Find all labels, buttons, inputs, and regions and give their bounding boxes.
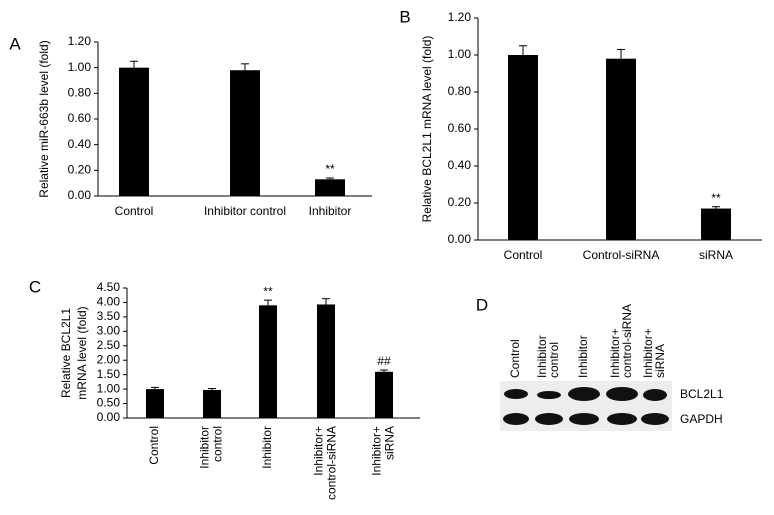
y-tick-label: 1.20 <box>448 10 472 24</box>
x-tick-label-line: Inhibitor+ <box>370 426 384 476</box>
x-tick-label-line: Inhibitor <box>309 204 352 218</box>
x-tick-label: Inhibitor <box>309 204 352 218</box>
bar <box>146 389 164 418</box>
lane-label: Inhibitor+control-siRNA <box>608 304 634 378</box>
bar <box>203 389 221 418</box>
blot-bands <box>503 387 669 425</box>
y-tick-label: 4.50 <box>97 280 121 294</box>
x-tick-label-line: siRNA <box>383 426 397 460</box>
x-tick-label: Inhibitor control <box>204 204 286 218</box>
band <box>607 413 637 425</box>
x-tick-label: siRNA <box>699 248 733 262</box>
x-tick-label: Control <box>115 204 154 218</box>
lane-label-line: Inhibitor <box>576 335 590 378</box>
y-tick-label: 1.00 <box>97 381 121 395</box>
x-tick-label: Control <box>504 248 543 262</box>
lane-label-line: Inhibitor+ <box>641 328 655 378</box>
panel-label: C <box>29 277 41 296</box>
y-tick-label: 2.00 <box>97 352 121 366</box>
y-tick-label: 1.00 <box>448 47 472 61</box>
x-tick-label-line: Control <box>504 248 543 262</box>
y-tick-label: 0.40 <box>448 158 472 172</box>
lane-label-line: siRNA <box>653 344 667 378</box>
x-tick-label: Control-siRNA <box>583 248 660 262</box>
y-tick-label: 0.60 <box>448 121 472 135</box>
bar <box>259 305 277 418</box>
band <box>569 413 599 425</box>
y-axis-label: Relative miR-663b level (fold) <box>37 40 51 197</box>
x-tick-label-line: Inhibitor <box>260 426 274 469</box>
lane-label-line: Control <box>508 339 522 378</box>
y-axis-label: Relative BCL2L1 mRNA level (fold) <box>420 36 434 223</box>
y-tick-label: 0.20 <box>448 195 472 209</box>
x-tick-label-line: Control-siRNA <box>583 248 660 262</box>
band <box>568 387 600 401</box>
x-tick-label-line: Inhibitor control <box>204 204 286 218</box>
y-tick-label: 3.00 <box>97 324 121 338</box>
lane-label-line: control-siRNA <box>620 304 634 378</box>
y-tick-label: 0.00 <box>448 232 472 246</box>
x-tick-label-line: Control <box>115 204 154 218</box>
y-tick-label: 0.80 <box>68 86 92 100</box>
bar <box>119 67 149 197</box>
lane-label: Inhibitor <box>576 335 590 378</box>
lane-label-line: Inhibitor+ <box>608 328 622 378</box>
x-tick-label-line: Inhibitor+ <box>312 426 326 476</box>
band <box>535 413 563 425</box>
band <box>606 387 638 401</box>
x-tick-label: Inhibitor <box>260 426 274 469</box>
x-tick-label-line: Control <box>147 426 161 465</box>
band-label: BCL2L1 <box>680 387 724 401</box>
bar <box>315 179 345 196</box>
y-tick-label: 0.00 <box>97 410 121 424</box>
lane-label-line: control <box>547 342 561 378</box>
y-tick-label: 3.50 <box>97 309 121 323</box>
y-tick-label: 0.20 <box>68 163 92 177</box>
x-tick-label-line: control <box>211 426 225 462</box>
annotation: ** <box>325 162 335 176</box>
x-tick-label-line: Inhibitor <box>198 426 212 469</box>
y-axis-label: mRNA level (fold) <box>75 306 89 399</box>
y-tick-label: 2.50 <box>97 338 121 352</box>
y-tick-label: 0.80 <box>448 84 472 98</box>
annotation: ## <box>377 354 391 368</box>
y-tick-label: 0.50 <box>97 396 121 410</box>
y-tick-label: 0.00 <box>68 188 92 202</box>
bar <box>701 208 731 240</box>
bar <box>230 70 260 196</box>
bar <box>606 58 636 241</box>
y-tick-label: 0.60 <box>68 111 92 125</box>
x-tick-label: Inhibitor+control-siRNA <box>312 426 339 500</box>
annotation: ** <box>263 284 273 298</box>
x-tick-label: Control <box>147 426 161 465</box>
lane-label-line: Inhibitor <box>535 335 549 378</box>
x-tick-label-line: control-siRNA <box>325 426 339 500</box>
panel-label: A <box>9 34 21 53</box>
band <box>643 389 667 401</box>
y-tick-label: 1.00 <box>68 60 92 74</box>
y-tick-label: 4.00 <box>97 295 121 309</box>
lane-label: Control <box>508 339 522 378</box>
bar <box>375 371 393 418</box>
panel-label: D <box>476 295 488 314</box>
y-axis-label: Relative BCL2L1 <box>59 308 73 398</box>
band-label: GAPDH <box>680 412 723 426</box>
band <box>503 413 529 425</box>
panel-label: B <box>399 7 410 26</box>
lane-label: Inhibitorcontrol <box>535 335 561 378</box>
y-tick-label: 1.50 <box>97 367 121 381</box>
x-tick-label-line: siRNA <box>699 248 733 262</box>
band <box>641 413 669 425</box>
annotation: ** <box>711 191 721 205</box>
lane-label: Inhibitor+siRNA <box>641 328 667 378</box>
y-tick-label: 1.20 <box>68 34 92 48</box>
x-tick-label: Inhibitorcontrol <box>198 426 225 469</box>
band <box>537 391 561 399</box>
y-tick-label: 0.40 <box>68 137 92 151</box>
x-tick-label: Inhibitor+siRNA <box>370 426 397 476</box>
band <box>504 389 528 399</box>
bar <box>317 304 335 418</box>
bar <box>508 55 538 240</box>
